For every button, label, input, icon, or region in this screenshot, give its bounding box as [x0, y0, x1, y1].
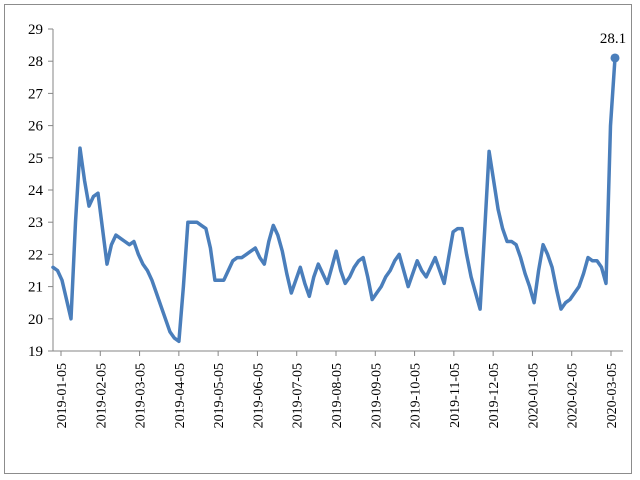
x-tick-label: 2019-09-05 [369, 363, 384, 428]
x-tick-label: 2019-03-05 [134, 363, 149, 428]
x-tick-label: 2019-04-05 [173, 363, 188, 428]
y-tick-label: 19 [28, 344, 43, 360]
y-tick-label: 28 [28, 54, 43, 70]
y-tick-label: 21 [28, 280, 43, 296]
y-tick-label: 24 [28, 183, 44, 199]
y-axis: 19 20 21 22 23 24 25 26 27 28 29 [28, 22, 54, 360]
y-tick-label: 27 [28, 86, 44, 102]
last-value-data-label: 28.1 [600, 31, 626, 47]
x-tick-label: 2019-10-05 [409, 363, 424, 428]
x-tick-label: 2020-01-05 [526, 363, 541, 428]
x-tick-label: 2020-03-05 [605, 363, 620, 428]
x-tick-label: 2019-05-05 [212, 363, 227, 428]
y-tick-label: 23 [28, 215, 43, 231]
x-tick-label: 2019-08-05 [330, 363, 345, 428]
x-axis: 2019-01-05 2019-02-05 2019-03-05 2019-04-05… [53, 350, 623, 428]
x-tick-label: 2019-12-05 [487, 363, 502, 428]
x-tick-label: 2019-11-05 [448, 363, 463, 428]
last-point-marker [610, 53, 620, 63]
y-tick-label: 22 [28, 247, 43, 263]
series-line-group: 28.1 [51, 31, 626, 344]
y-tick-label: 20 [28, 312, 43, 328]
y-tick-label: 26 [28, 119, 44, 135]
x-tick-label: 2019-01-05 [55, 363, 70, 428]
chart-frame: 19 20 21 22 23 24 25 26 27 28 29 2019-01-05 2019-02… [4, 4, 632, 474]
x-tick-label: 2019-06-05 [251, 363, 266, 428]
line-chart: 19 20 21 22 23 24 25 26 27 28 29 2019-01-05 2019-02… [28, 22, 626, 428]
x-tick-label: 2020-02-05 [566, 363, 581, 428]
series-line [51, 56, 617, 344]
y-tick-label: 25 [28, 151, 43, 167]
x-tick-label: 2019-02-05 [94, 363, 109, 428]
y-tick-label: 29 [28, 22, 43, 38]
x-tick-label: 2019-07-05 [291, 363, 306, 428]
